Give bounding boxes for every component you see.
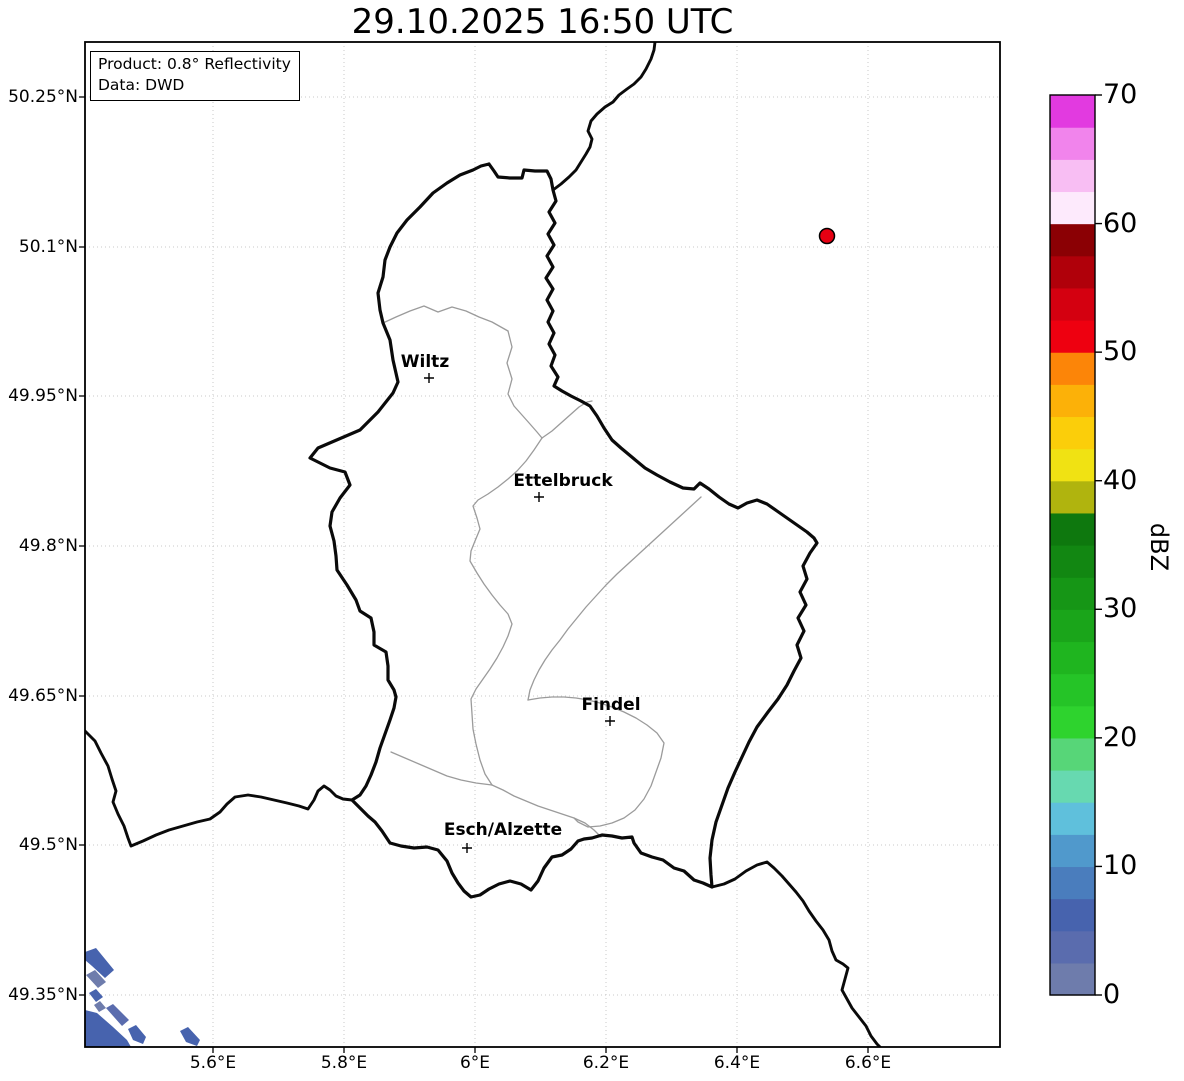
city-plus-marker [424,373,434,383]
colorbar-segment [1050,673,1095,707]
neighbor-border [85,729,354,848]
colorbar-segment [1050,577,1095,610]
colorbar-tick-label: 0 [1103,979,1121,1010]
colorbar-segment [1050,320,1095,353]
radar-echo-patch [85,948,114,978]
neighbor-border [710,860,882,1047]
colorbar-segment [1050,834,1095,868]
y-axis-tick-label: 50.1°N [18,237,78,257]
figure-title: 29.10.2025 16:50 UTC [351,2,734,42]
colorbar-segment [1050,512,1095,546]
city-plus-marker [534,492,544,502]
radar-echo-patch [180,1027,200,1046]
y-axis-tick-label: 50.25°N [8,87,78,107]
colorbar-segment [1050,545,1095,578]
colorbar-segment [1050,127,1095,160]
data-source-line: Data: DWD [98,76,185,94]
radar-site-dot [818,227,836,245]
luxembourg-border [308,162,819,899]
colorbar-tick-label: 40 [1103,464,1138,496]
colorbar-outline [1049,94,1096,996]
grid-lines [85,42,1000,1047]
colorbar-segment [1050,737,1095,771]
colorbar-segment [1050,416,1095,450]
colorbar [1049,94,1102,996]
city-label: Wiltz [400,352,450,372]
y-axis-tick-label: 49.65°N [8,686,78,706]
axis-tick-marks [79,96,869,1053]
city-label: Findel [581,695,641,715]
colorbar-segment [1050,352,1095,385]
colorbar-segment [1050,866,1095,900]
country-borders [85,42,882,1047]
colorbar-segment [1050,930,1095,964]
neighbor-border [551,42,657,192]
product-info-line: Product: 0.8° Reflectivity [98,55,291,73]
colorbar-tick-label: 10 [1103,850,1138,882]
city-label: Ettelbruck [513,471,613,491]
city-label: Esch/Alzette [443,820,563,840]
colorbar-segment [1050,962,1095,996]
colorbar-tick-label: 20 [1103,721,1138,753]
colorbar-segment [1050,255,1095,289]
colorbar-segment [1050,705,1095,739]
plot-frame [84,41,1001,1048]
x-axis-tick-label: 5.6°E [189,1053,237,1073]
x-axis-tick-label: 6°E [459,1053,491,1073]
x-axis-tick-label: 6.6°E [844,1053,892,1073]
colorbar-segment [1050,287,1095,321]
x-axis-tick-label: 6.2°E [582,1053,630,1073]
radar-echoes [85,948,200,1047]
colorbar-tick-label: 50 [1103,336,1138,368]
colorbar-segment [1050,223,1095,257]
colorbar-segment [1050,770,1095,803]
city-markers [424,373,615,853]
x-axis-tick-label: 6.4°E [713,1053,761,1073]
colorbar-unit-label: dBZ [1145,522,1173,572]
product-info-box: Product: 0.8° Reflectivity Data: DWD [90,51,300,101]
radar-echo-patch [94,1001,106,1012]
colorbar-segment [1050,159,1095,193]
radar-echo-patch [106,1004,129,1026]
y-axis-tick-label: 49.8°N [18,536,78,556]
colorbar-segment [1050,480,1095,514]
y-axis-tick-label: 49.95°N [8,386,78,406]
colorbar-segment [1050,609,1095,643]
colorbar-tick-label: 60 [1103,207,1138,239]
colorbar-segment [1050,191,1095,225]
x-axis-tick-label: 5.8°E [320,1053,368,1073]
radar-echo-patch [85,1010,131,1047]
y-axis-tick-label: 49.35°N [8,985,78,1005]
colorbar-tick-label: 70 [1103,79,1138,110]
city-plus-marker [462,843,472,853]
colorbar-segment [1050,898,1095,932]
radar-echo-patch [86,970,106,988]
colorbar-segment [1050,641,1095,675]
canton-borders [382,305,702,838]
radar-echo-patch [128,1025,146,1044]
y-axis-tick-label: 49.5°N [18,835,78,855]
colorbar-segment [1050,95,1095,128]
colorbar-segment [1050,448,1095,482]
radar-echo-patch [89,989,103,1002]
colorbar-segment [1050,384,1095,418]
colorbar-tick-label: 30 [1103,593,1138,625]
city-plus-marker [605,716,615,726]
colorbar-segment [1050,802,1095,835]
